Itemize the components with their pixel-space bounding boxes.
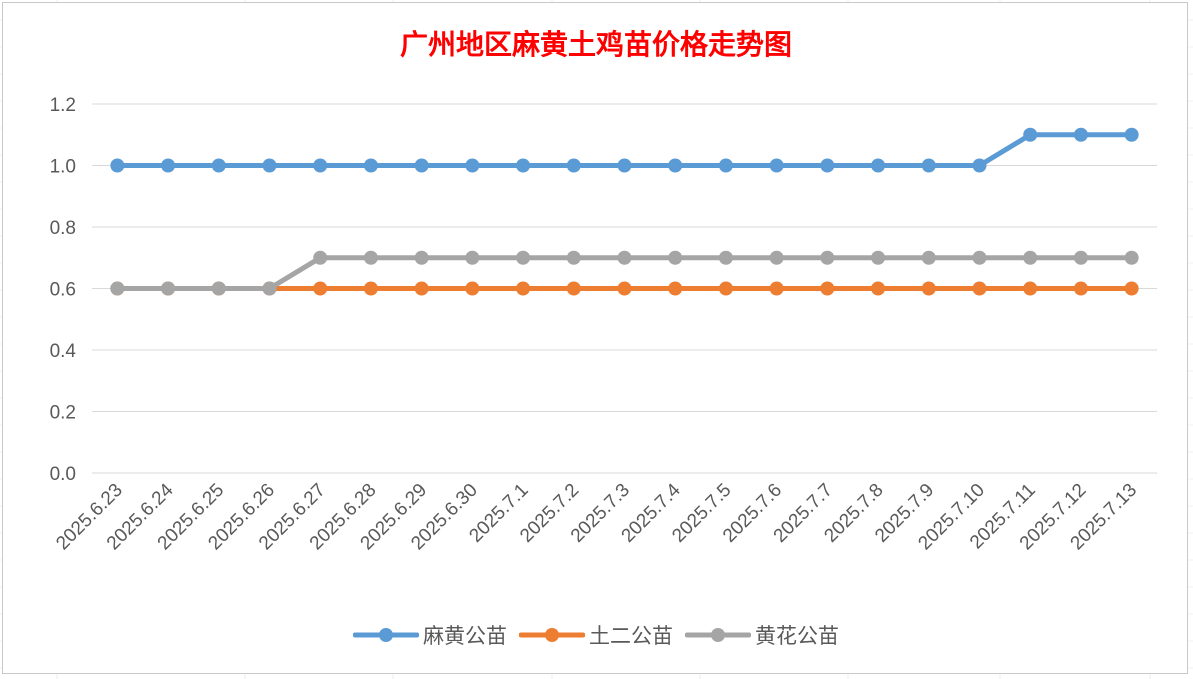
- data-point[interactable]: [363, 158, 378, 173]
- chart-legend: 麻黄公苗 土二公苗 黄花公苗: [3, 620, 1189, 650]
- data-point[interactable]: [668, 158, 683, 173]
- legend-label: 黄花公苗: [755, 624, 839, 648]
- data-point[interactable]: [211, 158, 226, 173]
- y-tick-label: 0.8: [50, 218, 76, 239]
- data-point[interactable]: [769, 250, 784, 265]
- data-point[interactable]: [668, 281, 683, 296]
- legend-swatch: [519, 628, 585, 642]
- data-point[interactable]: [769, 281, 784, 296]
- data-point[interactable]: [516, 281, 531, 296]
- data-point[interactable]: [262, 158, 277, 173]
- data-point[interactable]: [110, 281, 125, 296]
- data-point[interactable]: [921, 158, 936, 173]
- data-point[interactable]: [414, 250, 429, 265]
- legend-item[interactable]: 麻黄公苗: [353, 620, 507, 650]
- data-point[interactable]: [718, 281, 733, 296]
- data-point[interactable]: [363, 281, 378, 296]
- legend-swatch: [353, 628, 419, 642]
- data-point[interactable]: [262, 281, 277, 296]
- legend-label: 麻黄公苗: [423, 624, 507, 648]
- data-point[interactable]: [972, 250, 987, 265]
- data-point[interactable]: [871, 158, 886, 173]
- legend-swatch: [685, 628, 751, 642]
- data-point[interactable]: [414, 281, 429, 296]
- y-tick-label: 0.6: [50, 280, 76, 301]
- data-point[interactable]: [1073, 250, 1088, 265]
- y-tick-label: 1.2: [50, 95, 76, 116]
- data-point[interactable]: [617, 281, 632, 296]
- legend-label: 土二公苗: [589, 624, 673, 648]
- data-point[interactable]: [668, 250, 683, 265]
- legend-item[interactable]: 黄花公苗: [685, 620, 839, 650]
- data-point[interactable]: [211, 281, 226, 296]
- data-point[interactable]: [313, 158, 328, 173]
- data-point[interactable]: [566, 281, 581, 296]
- data-point[interactable]: [414, 158, 429, 173]
- data-point[interactable]: [921, 281, 936, 296]
- data-point[interactable]: [313, 281, 328, 296]
- data-point[interactable]: [820, 158, 835, 173]
- data-point[interactable]: [769, 158, 784, 173]
- y-tick-label: 1.0: [50, 157, 76, 178]
- y-tick-label: 0.0: [50, 464, 76, 485]
- chart-title: 广州地区麻黄土鸡苗价格走势图: [399, 28, 792, 61]
- data-point[interactable]: [313, 250, 328, 265]
- series-土二公苗: [110, 281, 1139, 296]
- y-tick-label: 0.2: [50, 403, 76, 424]
- data-point[interactable]: [871, 250, 886, 265]
- legend-item[interactable]: 土二公苗: [519, 620, 673, 650]
- data-point[interactable]: [1073, 127, 1088, 142]
- data-point[interactable]: [617, 250, 632, 265]
- data-point[interactable]: [363, 250, 378, 265]
- data-point[interactable]: [1124, 250, 1139, 265]
- data-point[interactable]: [161, 281, 176, 296]
- data-point[interactable]: [871, 281, 886, 296]
- data-point[interactable]: [1023, 127, 1038, 142]
- data-point[interactable]: [110, 158, 125, 173]
- data-point[interactable]: [161, 158, 176, 173]
- data-point[interactable]: [1124, 127, 1139, 142]
- y-tick-label: 0.4: [50, 341, 77, 362]
- series-黄花公苗: [110, 250, 1139, 296]
- data-point[interactable]: [465, 158, 480, 173]
- data-point[interactable]: [617, 158, 632, 173]
- data-point[interactable]: [820, 250, 835, 265]
- data-point[interactable]: [516, 250, 531, 265]
- data-point[interactable]: [465, 281, 480, 296]
- data-point[interactable]: [1124, 281, 1139, 296]
- data-point[interactable]: [516, 158, 531, 173]
- data-point[interactable]: [921, 250, 936, 265]
- data-point[interactable]: [718, 250, 733, 265]
- data-point[interactable]: [820, 281, 835, 296]
- plot-area: 0.00.20.40.60.81.01.22025.6.232025.6.242…: [50, 95, 1157, 554]
- series-麻黄公苗: [110, 127, 1139, 173]
- data-point[interactable]: [972, 281, 987, 296]
- data-point[interactable]: [566, 158, 581, 173]
- data-point[interactable]: [1023, 281, 1038, 296]
- data-point[interactable]: [972, 158, 987, 173]
- data-point[interactable]: [465, 250, 480, 265]
- data-point[interactable]: [1023, 250, 1038, 265]
- data-point[interactable]: [718, 158, 733, 173]
- data-point[interactable]: [566, 250, 581, 265]
- data-point[interactable]: [1073, 281, 1088, 296]
